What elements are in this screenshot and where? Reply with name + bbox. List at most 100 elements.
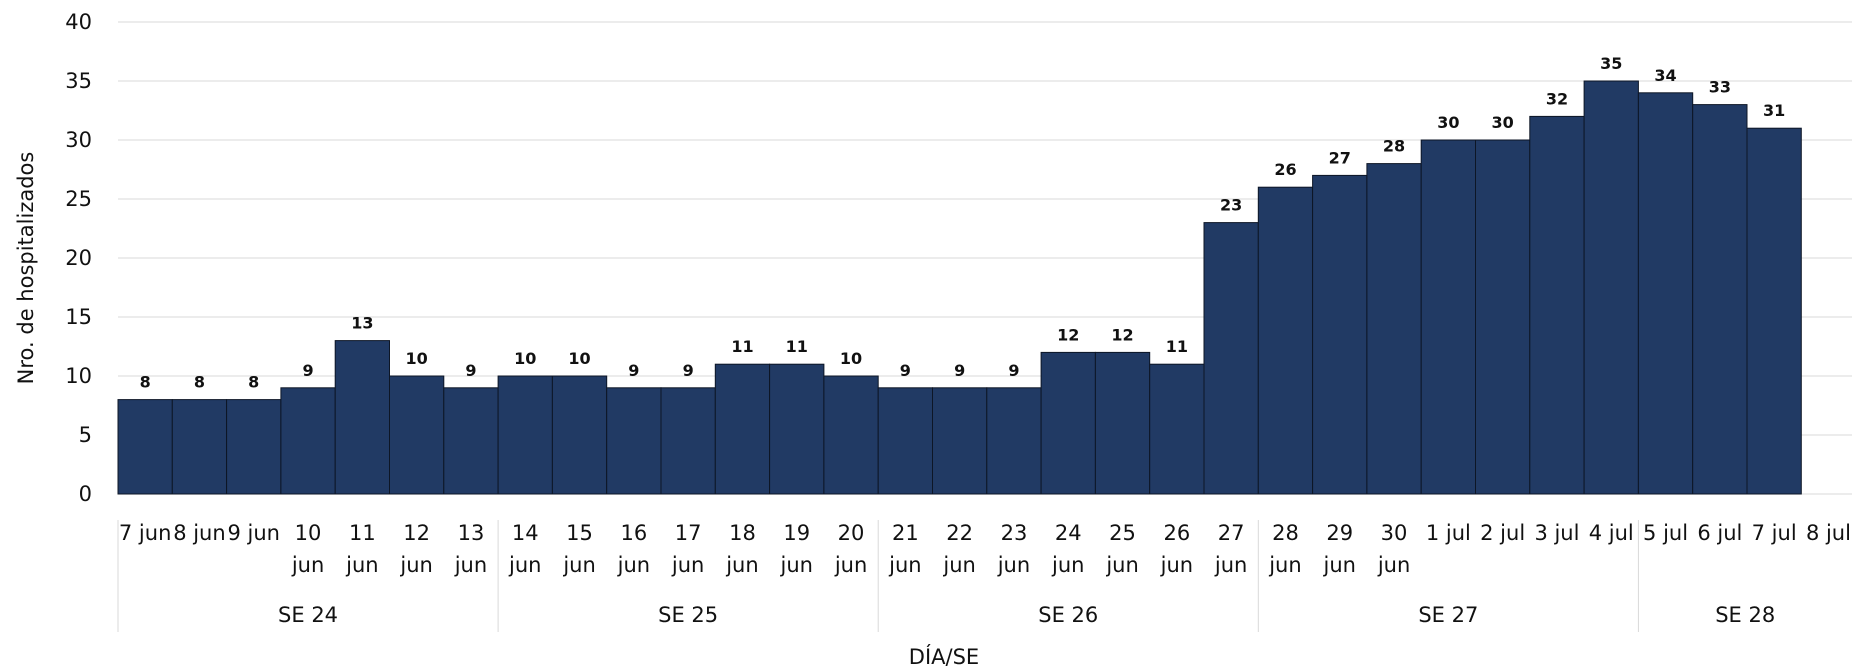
bar [171, 399, 228, 495]
x-tick-label: 1 jul [1426, 521, 1471, 545]
data-label: 12 [1057, 325, 1079, 344]
data-label: 10 [406, 349, 428, 368]
data-label: 34 [1654, 66, 1676, 85]
bar [714, 363, 771, 495]
x-tick-label: 14 [512, 521, 539, 545]
bar [932, 387, 988, 495]
x-tick-label: 19 [783, 521, 810, 545]
x-tick-label: 5 jul [1643, 521, 1688, 545]
bar [1746, 127, 1802, 495]
bar [877, 387, 934, 495]
y-tick-label: 5 [79, 423, 92, 447]
x-tick-label: jun [1214, 553, 1247, 577]
x-axis-ticks: 7 jun 8 jun 9 jun 10 jun 11 jun 12 jun 13 jun 14 jun… [119, 521, 1851, 577]
data-label: 11 [1166, 337, 1188, 356]
week-group-label: SE 28 [1715, 603, 1775, 627]
bar [769, 363, 825, 495]
week-group-label: SE 27 [1418, 603, 1478, 627]
y-tick-label: 30 [65, 128, 92, 152]
x-tick-label: 25 [1109, 521, 1136, 545]
x-tick-label: jun [834, 553, 867, 577]
y-tick-label: 25 [65, 187, 92, 211]
x-tick-label: 30 [1381, 521, 1408, 545]
x-tick-label: jun [454, 553, 487, 577]
data-label: 9 [1008, 361, 1019, 380]
data-label: 9 [628, 361, 639, 380]
data-label: 9 [683, 361, 694, 380]
x-tick-label: 15 [566, 521, 593, 545]
bar [443, 387, 499, 495]
bar [986, 387, 1042, 495]
x-tick-label: 27 [1218, 521, 1245, 545]
x-tick-label: 2 jul [1480, 521, 1525, 545]
data-label: 8 [140, 373, 151, 392]
bar [334, 340, 391, 495]
x-tick-label: 9 jun [228, 521, 281, 545]
week-group-label: SE 25 [658, 603, 718, 627]
data-label: 8 [248, 373, 259, 392]
bar [660, 387, 716, 495]
x-tick-label: jun [780, 553, 813, 577]
x-tick-label: jun [562, 553, 595, 577]
y-tick-label: 40 [65, 10, 92, 34]
y-tick-label: 35 [65, 69, 92, 93]
x-tick-label: 17 [675, 521, 702, 545]
x-tick-label: jun [1160, 553, 1193, 577]
x-tick-label: 16 [620, 521, 647, 545]
bar [1583, 80, 1639, 495]
bar [226, 399, 282, 495]
x-tick-label: 7 jul [1752, 521, 1797, 545]
bar [1366, 163, 1422, 495]
data-label: 9 [302, 361, 313, 380]
week-group-label: SE 24 [278, 603, 338, 627]
x-tick-label: 7 jun [119, 521, 172, 545]
y-axis-title: Nro. de hospitalizados [14, 152, 38, 385]
x-axis-title: DÍA/SE [909, 644, 979, 669]
y-tick-label: 10 [65, 364, 92, 388]
x-tick-label: jun [725, 553, 758, 577]
data-label: 13 [351, 314, 373, 333]
data-label: 10 [514, 349, 536, 368]
x-tick-label: 10 [295, 521, 322, 545]
bar [1257, 186, 1314, 495]
x-tick-label: 4 jul [1589, 521, 1634, 545]
bar [823, 375, 879, 495]
bar [497, 375, 553, 495]
bar [280, 387, 336, 495]
x-tick-label: 8 jun [173, 521, 226, 545]
x-tick-label: jun [508, 553, 541, 577]
x-tick-label: jun [888, 553, 921, 577]
x-tick-label: 8 jul [1806, 521, 1851, 545]
data-label: 27 [1329, 148, 1351, 167]
data-label: 10 [840, 349, 862, 368]
data-label: 31 [1763, 101, 1785, 120]
data-labels: 8 8 8 9 13 10 9 10 10 9 9 11 11 10 9 9 9 12 12 11 23 26 27 28 30… [140, 54, 1786, 392]
bars [117, 80, 1802, 495]
x-tick-label: 11 [349, 521, 376, 545]
data-label: 11 [786, 337, 808, 356]
y-tick-label: 15 [65, 305, 92, 329]
bar [1040, 351, 1096, 495]
x-tick-label: jun [617, 553, 650, 577]
x-tick-label: 29 [1326, 521, 1353, 545]
data-label: 23 [1220, 196, 1242, 215]
y-axis-ticks: 0 5 10 15 20 25 30 35 40 [65, 10, 92, 506]
x-tick-label: 6 jul [1697, 521, 1742, 545]
data-label: 10 [568, 349, 590, 368]
bar [551, 375, 608, 495]
x-tick-label: jun [997, 553, 1030, 577]
bar [1637, 92, 1694, 495]
y-tick-label: 0 [79, 482, 92, 506]
data-label: 8 [194, 373, 205, 392]
bar [1420, 139, 1476, 495]
x-tick-label: jun [942, 553, 975, 577]
bar [1692, 104, 1748, 495]
x-tick-label: 20 [838, 521, 865, 545]
x-tick-label: jun [1377, 553, 1410, 577]
data-label: 9 [465, 361, 476, 380]
x-tick-label: jun [345, 553, 378, 577]
bar [1312, 174, 1368, 495]
bar [1529, 115, 1585, 495]
